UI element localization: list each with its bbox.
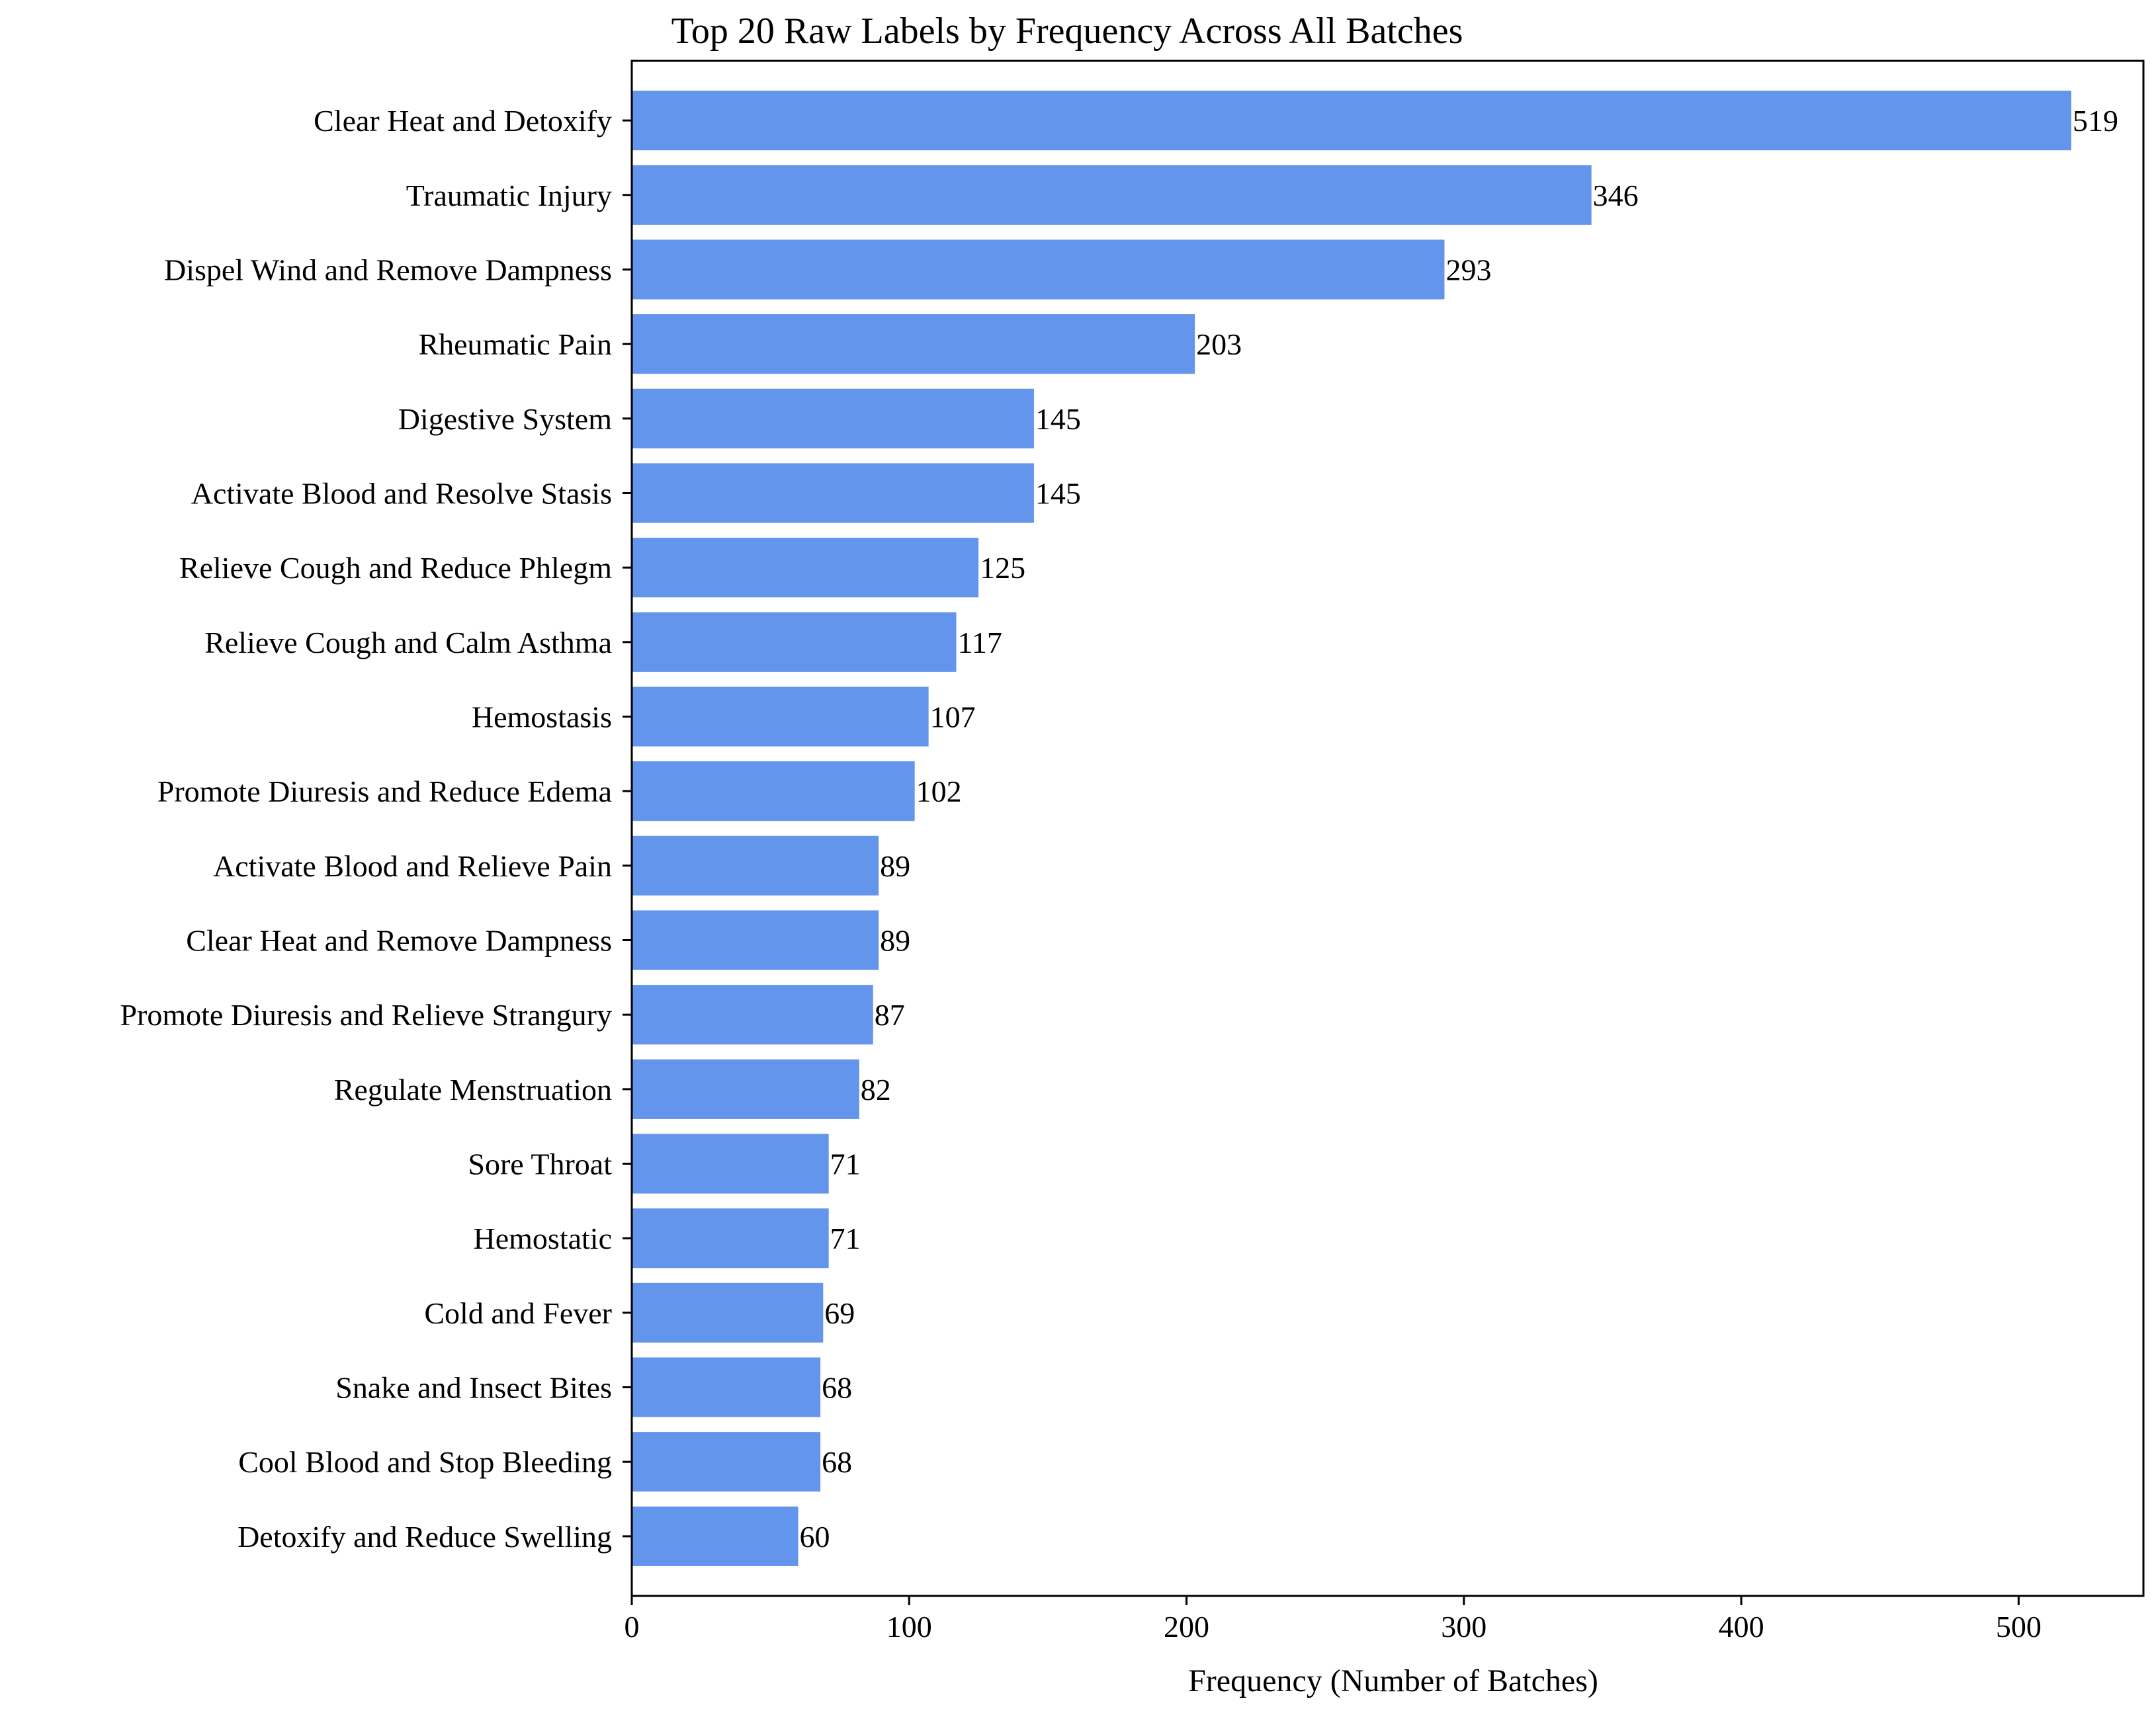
category-label: Promote Diuresis and Relieve Strangury [120,998,612,1032]
bar-value-label: 125 [980,551,1025,585]
chart-title: Top 20 Raw Labels by Frequency Across Al… [671,11,1463,52]
category-label: Digestive System [398,402,612,436]
value-labels-group: 519 346 293 203 145 145 125 117 107 102 89 89 87 82 71… [800,104,2118,1554]
bar [632,314,1195,374]
bar [632,91,2071,151]
bar-value-label: 107 [930,700,976,733]
bar-value-label: 519 [2073,104,2118,138]
bar [632,1432,821,1492]
plot-frame [630,60,2145,1597]
bar [632,985,873,1045]
bar [632,761,915,821]
x-tick-label: 500 [1996,1610,2042,1644]
bar-value-label: 87 [875,998,905,1032]
x-tick-label: 200 [1164,1610,1209,1644]
bar-value-label: 82 [861,1073,891,1106]
bar-value-label: 69 [824,1296,855,1330]
bar-value-label: 71 [830,1148,861,1181]
bar [632,612,957,672]
category-label: Dispel Wind and Remove Dampness [164,253,612,286]
category-label: Cold and Fever [424,1296,612,1330]
category-label: Activate Blood and Relieve Pain [213,849,612,883]
category-labels-group: Clear Heat and Detoxify Traumatic Injury D… [120,104,632,1554]
category-label: Rheumatic Pain [418,327,612,361]
x-tick-label: 100 [886,1610,932,1644]
category-label: Hemostasis [472,700,612,733]
bar-value-label: 145 [1035,476,1081,510]
bar [632,1208,829,1269]
x-tick-label: 400 [1719,1610,1764,1644]
bar-value-label: 89 [880,849,910,883]
category-label: Snake and Insect Bites [335,1371,612,1405]
bar-value-label: 68 [822,1371,852,1405]
bar [632,165,1592,225]
bar [632,1059,859,1119]
category-label: Relieve Cough and Calm Asthma [204,626,612,659]
bar [632,1506,798,1566]
bar [632,1282,824,1343]
category-label: Relieve Cough and Reduce Phlegm [179,551,612,585]
bar-value-label: 203 [1196,327,1242,361]
bar [632,239,1445,300]
x-axis-label: Frequency (Number of Batches) [1188,1663,1598,1698]
bar [632,463,1034,523]
bar [632,388,1034,448]
x-tick-label: 300 [1441,1610,1487,1644]
bars-group [632,91,2071,1566]
category-label: Promote Diuresis and Reduce Edema [157,774,612,808]
category-label: Cool Blood and Stop Bleeding [238,1445,612,1479]
bar-value-label: 346 [1593,179,1639,212]
category-label: Regulate Menstruation [334,1073,612,1106]
bar [632,910,879,970]
bar [632,1134,829,1194]
category-label: Clear Heat and Detoxify [314,104,612,138]
category-label: Activate Blood and Resolve Stasis [191,476,612,510]
bar-value-label: 68 [822,1445,852,1479]
bar [632,538,979,598]
bar-value-label: 102 [916,774,962,808]
category-label: Sore Throat [468,1148,612,1181]
category-label: Traumatic Injury [406,179,612,212]
bar-value-label: 60 [800,1520,830,1554]
bar [632,687,929,747]
bar [632,1357,821,1417]
x-axis-ticks-group: 0 100 200 300 400 500 [625,1596,2042,1644]
category-label: Hemostatic [474,1222,613,1255]
category-label: Detoxify and Reduce Swelling [237,1520,612,1554]
bar-value-label: 89 [880,924,910,958]
category-label: Clear Heat and Remove Dampness [186,924,612,958]
bar-value-label: 117 [958,626,1002,659]
bar [632,835,879,896]
bar-value-label: 293 [1445,253,1491,286]
bar-value-label: 145 [1035,402,1081,436]
x-tick-label: 0 [625,1610,640,1644]
bar-value-label: 71 [830,1222,861,1255]
